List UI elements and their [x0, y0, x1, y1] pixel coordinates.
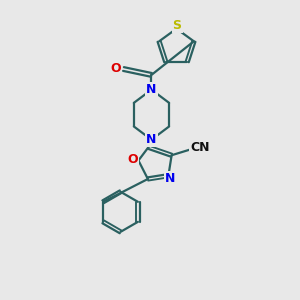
Text: N: N: [165, 172, 176, 185]
Text: S: S: [172, 19, 182, 32]
Text: O: O: [127, 152, 138, 166]
Text: N: N: [146, 83, 157, 96]
Text: O: O: [111, 62, 122, 75]
Text: CN: CN: [190, 141, 210, 154]
Text: N: N: [146, 133, 157, 146]
